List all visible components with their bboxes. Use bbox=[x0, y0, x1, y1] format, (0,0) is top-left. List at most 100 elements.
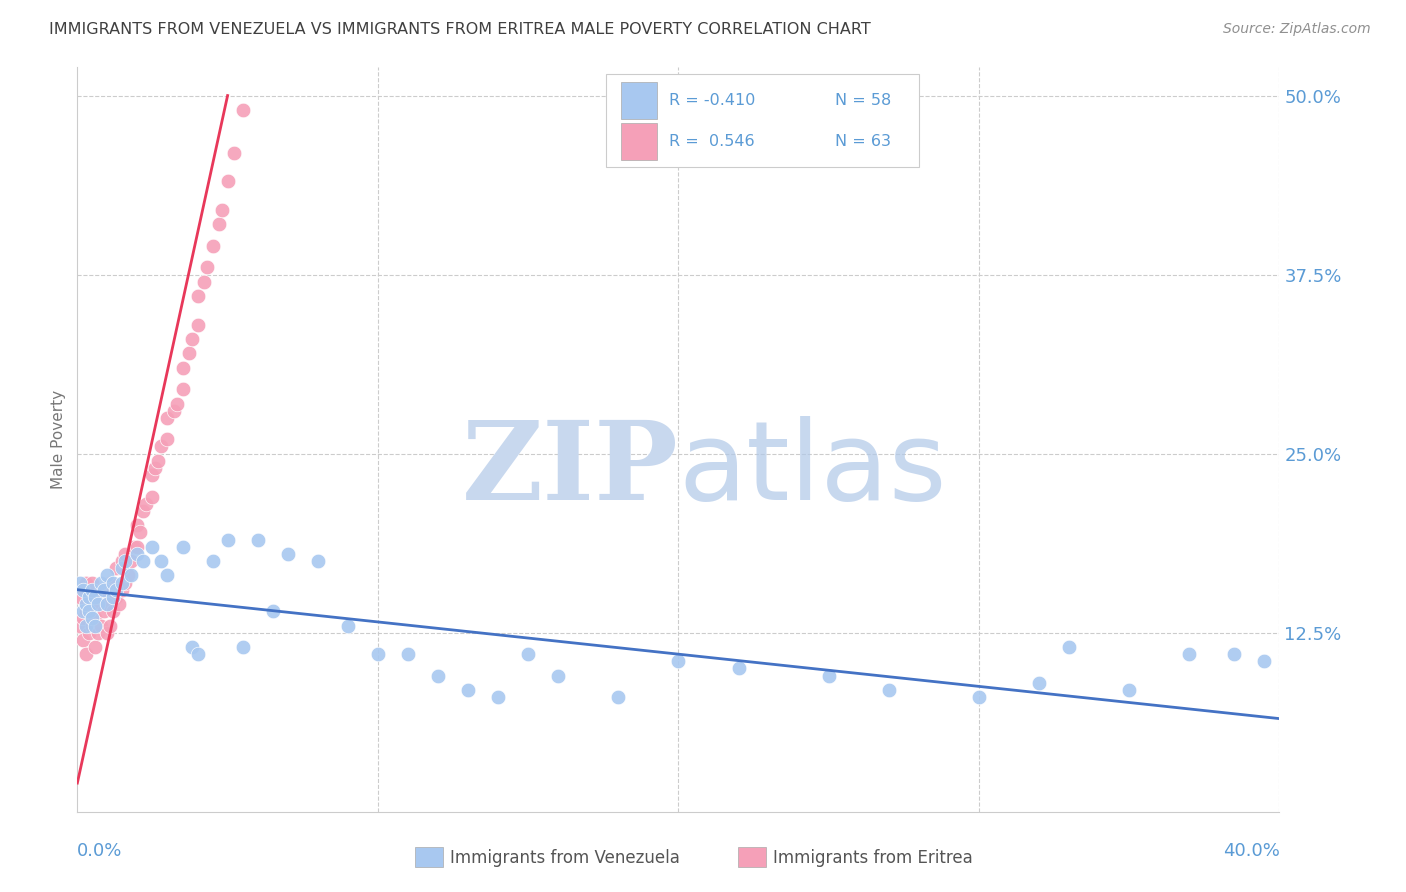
Point bbox=[72, 611, 94, 625]
Point bbox=[187, 647, 209, 661]
Point bbox=[547, 668, 569, 682]
Point bbox=[141, 490, 163, 504]
Point bbox=[75, 618, 97, 632]
Text: 40.0%: 40.0% bbox=[1223, 841, 1279, 860]
Point bbox=[156, 410, 179, 425]
Point bbox=[336, 618, 359, 632]
Text: ZIP: ZIP bbox=[461, 416, 679, 523]
Point bbox=[111, 554, 134, 568]
Point bbox=[217, 533, 239, 547]
FancyBboxPatch shape bbox=[606, 74, 920, 168]
Point bbox=[105, 582, 128, 597]
Point bbox=[207, 218, 229, 232]
Point bbox=[150, 554, 173, 568]
Point bbox=[172, 360, 194, 375]
Point bbox=[120, 554, 142, 568]
Point bbox=[90, 618, 112, 632]
Point bbox=[180, 332, 202, 346]
Point bbox=[967, 690, 990, 705]
Point bbox=[162, 403, 184, 417]
Point bbox=[517, 647, 540, 661]
Point bbox=[195, 260, 218, 275]
Point bbox=[727, 661, 749, 675]
Point bbox=[201, 554, 224, 568]
Point bbox=[145, 461, 167, 475]
Point bbox=[114, 554, 136, 568]
Point bbox=[84, 590, 107, 604]
Point bbox=[127, 540, 149, 554]
Point bbox=[148, 454, 170, 468]
Point bbox=[96, 597, 118, 611]
Point bbox=[87, 625, 110, 640]
Point bbox=[79, 590, 101, 604]
Point bbox=[172, 540, 194, 554]
Point bbox=[82, 597, 104, 611]
Point bbox=[232, 103, 254, 117]
Point bbox=[668, 654, 690, 668]
Point bbox=[1223, 647, 1246, 661]
Point bbox=[82, 582, 104, 597]
Point bbox=[100, 575, 122, 590]
Point bbox=[1118, 683, 1140, 698]
Point bbox=[100, 618, 122, 632]
Point bbox=[877, 683, 900, 698]
Point bbox=[222, 145, 245, 160]
Point bbox=[177, 346, 200, 360]
Point bbox=[72, 604, 94, 618]
Point bbox=[457, 683, 479, 698]
Point bbox=[79, 590, 101, 604]
Point bbox=[277, 547, 299, 561]
Point bbox=[1028, 675, 1050, 690]
Point bbox=[79, 625, 101, 640]
Text: N = 58: N = 58 bbox=[835, 93, 891, 108]
Point bbox=[75, 647, 97, 661]
Point bbox=[103, 590, 125, 604]
Text: atlas: atlas bbox=[679, 416, 946, 523]
Point bbox=[105, 561, 128, 575]
Point bbox=[135, 497, 157, 511]
Point bbox=[129, 525, 152, 540]
Point bbox=[105, 590, 128, 604]
Point bbox=[82, 618, 104, 632]
Point bbox=[1178, 647, 1201, 661]
Point bbox=[72, 582, 94, 597]
Point bbox=[187, 318, 209, 332]
Point bbox=[132, 554, 155, 568]
Point bbox=[111, 575, 134, 590]
Point bbox=[69, 590, 91, 604]
Point bbox=[1253, 654, 1275, 668]
Text: Immigrants from Eritrea: Immigrants from Eritrea bbox=[773, 849, 973, 867]
Point bbox=[69, 618, 91, 632]
Point bbox=[262, 604, 284, 618]
Point bbox=[111, 582, 134, 597]
Point bbox=[96, 568, 118, 582]
Point bbox=[84, 618, 107, 632]
Point bbox=[96, 625, 118, 640]
Text: Source: ZipAtlas.com: Source: ZipAtlas.com bbox=[1223, 22, 1371, 37]
Point bbox=[246, 533, 269, 547]
Point bbox=[75, 597, 97, 611]
Point bbox=[103, 582, 125, 597]
FancyBboxPatch shape bbox=[620, 82, 657, 119]
Point bbox=[396, 647, 419, 661]
Point bbox=[180, 640, 202, 654]
Point bbox=[96, 597, 118, 611]
Point bbox=[607, 690, 630, 705]
Point bbox=[90, 575, 112, 590]
Point bbox=[114, 547, 136, 561]
Point bbox=[111, 561, 134, 575]
Y-axis label: Male Poverty: Male Poverty bbox=[51, 390, 66, 489]
Point bbox=[103, 604, 125, 618]
Point bbox=[486, 690, 509, 705]
Point bbox=[75, 604, 97, 618]
Point bbox=[79, 604, 101, 618]
Point bbox=[114, 575, 136, 590]
Text: IMMIGRANTS FROM VENEZUELA VS IMMIGRANTS FROM ERITREA MALE POVERTY CORRELATION CH: IMMIGRANTS FROM VENEZUELA VS IMMIGRANTS … bbox=[49, 22, 870, 37]
Point bbox=[87, 590, 110, 604]
Text: N = 63: N = 63 bbox=[835, 134, 890, 149]
Point bbox=[103, 575, 125, 590]
Point bbox=[82, 575, 104, 590]
Text: Immigrants from Venezuela: Immigrants from Venezuela bbox=[450, 849, 679, 867]
Point bbox=[120, 568, 142, 582]
Point bbox=[817, 668, 839, 682]
